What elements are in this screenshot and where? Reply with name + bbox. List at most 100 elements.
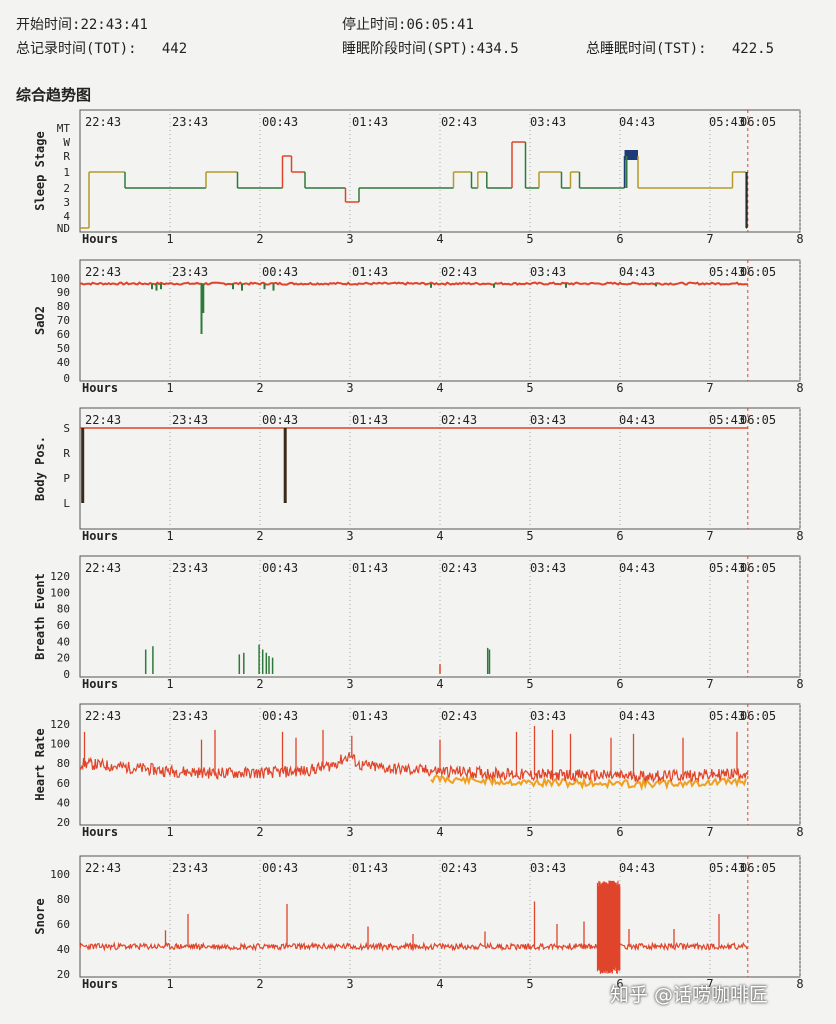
y-tick-label: 0 [63,668,70,681]
x-tick-label: 1 [166,232,173,246]
time-label: 01:43 [352,561,388,575]
time-label: 23:43 [172,413,208,427]
time-label: 22:43 [85,861,121,875]
y-axis-label: Heart Rate [33,728,47,800]
time-label: 03:43 [530,861,566,875]
time-label: 04:43 [619,265,655,279]
y-tick-label: 60 [57,619,70,632]
y-tick-label: 20 [57,652,70,665]
x-tick-label: 5 [526,677,533,691]
x-tick-label: 3 [346,529,353,543]
y-tick-label: W [63,136,70,149]
x-tick-label: 4 [436,677,443,691]
time-label: 01:43 [352,413,388,427]
section-title: 综合趋势图 [16,86,92,104]
y-tick-label: 1 [63,166,70,179]
tot-label: 总记录时间(TOT): [16,41,137,57]
x-tick-label: 5 [526,529,533,543]
x-tick-label: 8 [796,232,803,246]
time-label: 04:43 [619,115,655,129]
time-label: 03:43 [530,265,566,279]
chart-panel [79,555,801,678]
time-label: 23:43 [172,115,208,129]
x-tick-label: 4 [436,977,443,991]
tst: 总睡眠时间(TST): 422.5 [586,38,774,58]
x-axis-label: Hours [82,232,118,246]
x-tick-label: 2 [256,677,263,691]
time-label: 23:43 [172,861,208,875]
y-tick-label: R [63,447,70,460]
chart-panel [79,407,801,530]
x-tick-label: 6 [616,529,623,543]
time-label: 22:43 [85,115,121,129]
x-tick-label: 3 [346,381,353,395]
y-tick-label: 80 [57,757,70,770]
x-tick-label: 3 [346,825,353,839]
y-tick-label: S [63,422,70,435]
x-tick-label: 1 [166,529,173,543]
position-change [283,428,287,503]
time-label: 01:43 [352,861,388,875]
y-tick-label: 20 [57,968,70,981]
y-tick-label: 100 [50,868,70,881]
x-tick-label: 1 [166,825,173,839]
time-label: 00:43 [262,561,298,575]
chart-panel [79,855,801,978]
spt: 睡眠阶段时间(SPT):434.5 [342,38,519,58]
time-label: 06:05 [740,861,776,875]
time-label: 22:43 [85,561,121,575]
chart-panel [79,703,801,826]
x-tick-label: 6 [616,381,623,395]
spt-value: 434.5 [476,41,519,57]
y-tick-label: 2 [63,182,70,195]
chart-panel [79,259,801,382]
stop-time-value: 06:05:41 [406,17,474,33]
x-tick-label: 5 [526,977,533,991]
y-tick-label: 40 [57,796,70,809]
x-tick-label: 7 [706,677,713,691]
time-label: 03:43 [530,115,566,129]
x-tick-label: 6 [616,977,623,991]
spt-label: 睡眠阶段时间(SPT): [342,41,477,57]
x-axis-label: Hours [82,381,118,395]
time-label: 00:43 [262,265,298,279]
y-tick-label: 120 [50,718,70,731]
y-tick-label: 60 [57,777,70,790]
time-label: 03:43 [530,561,566,575]
x-tick-label: 7 [706,825,713,839]
time-label: 06:05 [740,265,776,279]
y-tick-label: 60 [57,328,70,341]
y-tick-label: 40 [57,635,70,648]
time-label: 23:43 [172,265,208,279]
time-label: 05:43 [709,861,745,875]
y-axis-label: Snore [33,898,47,934]
x-tick-label: 6 [616,232,623,246]
time-label: 05:43 [709,709,745,723]
time-label: 02:43 [441,709,477,723]
x-tick-label: 3 [346,232,353,246]
x-axis-label: Hours [82,825,118,839]
y-tick-label: 40 [57,356,70,369]
y-axis-label: Body Pos. [33,436,47,501]
x-tick-label: 6 [616,677,623,691]
position-change [81,428,85,503]
start-time: 开始时间:22:43:41 [16,14,148,34]
tot: 总记录时间(TOT): 442 [16,38,187,58]
y-tick-label: MT [57,122,71,135]
x-tick-label: 2 [256,825,263,839]
x-axis-label: Hours [82,529,118,543]
time-label: 01:43 [352,115,388,129]
y-tick-label: R [63,150,70,163]
y-tick-label: 70 [57,314,70,327]
time-label: 00:43 [262,861,298,875]
y-tick-label: 20 [57,816,70,829]
start-time-label: 开始时间: [16,17,81,33]
time-label: 02:43 [441,265,477,279]
start-time-value: 22:43:41 [80,17,148,33]
x-tick-label: 2 [256,381,263,395]
stop-time: 停止时间:06:05:41 [342,14,474,34]
time-label: 04:43 [619,709,655,723]
heart-rate-band [430,774,747,792]
time-label: 06:05 [740,709,776,723]
